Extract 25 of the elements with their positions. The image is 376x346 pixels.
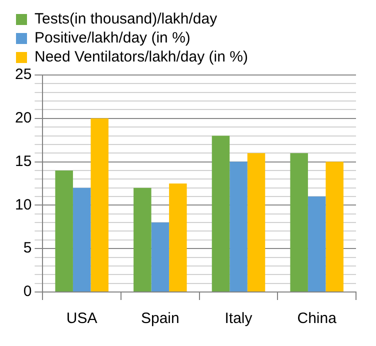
bar xyxy=(72,188,91,292)
x-tick-label: USA xyxy=(66,310,98,328)
bar xyxy=(247,153,266,292)
y-tick-label: 20 xyxy=(14,110,32,127)
y-tick-label: 5 xyxy=(23,240,32,257)
legend-label: Need Ventilators/lakh/day (in %) xyxy=(34,48,248,66)
bar xyxy=(230,162,248,292)
y-tick-label: 15 xyxy=(14,152,32,170)
y-tick-label: 10 xyxy=(14,196,32,214)
x-tick-label: Italy xyxy=(224,310,253,328)
x-tick-label: Spain xyxy=(140,310,180,328)
bar xyxy=(90,118,108,292)
legend-label: Positive/lakh/day (in %) xyxy=(34,30,190,47)
bar xyxy=(134,188,152,292)
bar xyxy=(290,153,308,292)
bar xyxy=(308,196,326,292)
x-tick-label: China xyxy=(297,310,338,328)
bar xyxy=(151,222,170,292)
bar xyxy=(55,170,73,292)
legend-label: Tests(in thousand)/lakh/day xyxy=(34,10,218,28)
bar xyxy=(326,162,344,292)
y-tick-label: 0 xyxy=(23,283,32,300)
y-tick-label: 25 xyxy=(14,66,32,84)
bar xyxy=(212,136,230,292)
bar xyxy=(169,184,187,292)
